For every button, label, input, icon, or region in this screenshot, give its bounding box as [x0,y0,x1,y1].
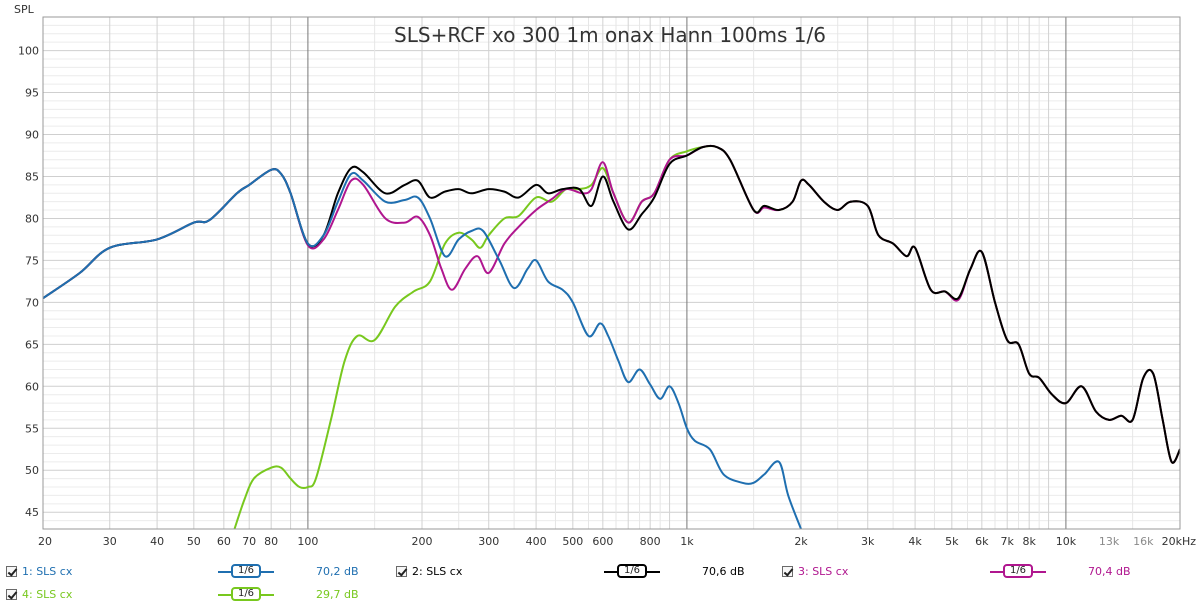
x-tick-label: 70 [242,535,256,548]
y-tick-label: 55 [25,422,39,435]
y-tick-label: 45 [25,506,39,519]
legend-level-1: 70,2 dB [316,565,359,578]
y-axis-ticks: 45 50 55 60 65 70 75 80 85 90 95 100 [18,45,39,520]
checkbox-series-1[interactable] [6,566,17,577]
x-tick-label: 2k [794,535,808,548]
frequency-response-plot: 45 50 55 60 65 70 75 80 85 90 95 100 20 30 40 50 60 70 80… [14,3,1196,548]
y-tick-label: 50 [25,464,39,477]
x-tick-label: 8k [1022,535,1036,548]
x-tick-label: 600 [592,535,613,548]
y-tick-label: 65 [25,338,39,351]
legend-level-2: 70,6 dB [702,565,745,578]
x-tick-label: 400 [526,535,547,548]
x-tick-label: 1k [680,535,694,548]
series-line-4 [233,144,1180,529]
legend-level-3: 70,4 dB [1088,565,1131,578]
smoothing-button-2[interactable]: 1/6 [617,564,647,578]
x-tick-label: 80 [264,535,278,548]
legend-level-4: 29,7 dB [316,588,359,601]
series-line-1 [43,168,802,529]
x-tick-label: 20kHz [1162,535,1197,548]
smoothing-button-3[interactable]: 1/6 [1003,564,1033,578]
plot-frame [42,16,1181,530]
x-tick-label: 800 [640,535,661,548]
legend-label-4: 4: SLS cx [22,588,73,601]
x-tick-label: 60 [217,535,231,548]
legend-item-4[interactable]: 4: SLS cx 1/6 29,7 dB [6,587,376,607]
smoothing-button-1[interactable]: 1/6 [231,564,261,578]
legend-item-3[interactable]: 3: SLS cx 1/6 70,4 dB [782,564,1152,584]
y-axis-label: SPL [14,3,35,16]
x-tick-label: 50 [187,535,201,548]
y-tick-label: 95 [25,87,39,100]
y-tick-label: 100 [18,45,39,58]
x-tick-label: 300 [478,535,499,548]
x-axis-ticks: 20 30 40 50 60 70 80 100 200 300 400 500 600 800 1k 2k 3… [38,535,1196,548]
legend-label-1: 1: SLS cx [22,565,73,578]
x-tick-label: 6k [975,535,989,548]
x-tick-label: 7k [1001,535,1015,548]
grid [42,16,1181,530]
y-tick-label: 85 [25,170,39,183]
x-tick-label: 30 [103,535,117,548]
x-tick-label: 200 [412,535,433,548]
y-tick-label: 80 [25,212,39,225]
checkbox-series-3[interactable] [782,566,793,577]
legend-item-2[interactable]: 2: SLS cx 1/6 70,6 dB [396,564,766,584]
y-tick-label: 70 [25,296,39,309]
smoothing-button-4[interactable]: 1/6 [231,587,261,601]
x-tick-label: 500 [562,535,583,548]
x-tick-label: 100 [297,535,318,548]
curves [43,144,1180,529]
legend: 1: SLS cx 1/6 70,2 dB 2: SLS cx 1/6 70,6… [0,556,1200,609]
x-tick-label: 16k [1133,535,1154,548]
x-tick-label: 20 [38,535,52,548]
series-line-2 [43,144,1180,464]
x-tick-label: 5k [945,535,959,548]
legend-label-2: 2: SLS cx [412,565,463,578]
x-tick-label: 40 [150,535,164,548]
y-tick-label: 75 [25,254,39,267]
x-tick-label: 13k [1099,535,1120,548]
x-tick-label: 3k [861,535,875,548]
x-tick-label: 4k [908,535,922,548]
legend-label-3: 3: SLS cx [798,565,849,578]
checkbox-series-4[interactable] [6,589,17,600]
y-tick-label: 90 [25,129,39,142]
chart-title: SLS+RCF xo 300 1m onax Hann 100ms 1/6 [394,23,826,47]
y-tick-label: 60 [25,380,39,393]
legend-item-1[interactable]: 1: SLS cx 1/6 70,2 dB [6,564,376,584]
checkbox-series-2[interactable] [396,566,407,577]
x-tick-label: 10k [1056,535,1077,548]
